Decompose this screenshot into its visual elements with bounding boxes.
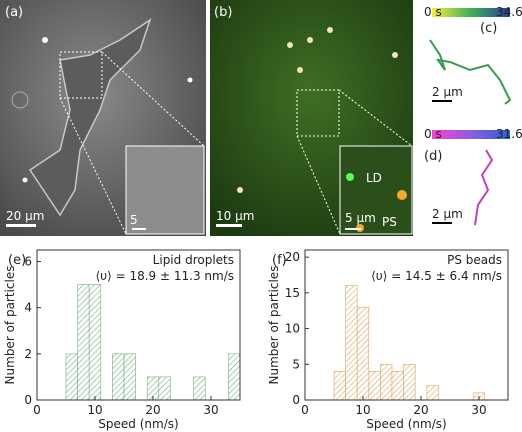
colorbar-label: 0 s [424,5,442,19]
bar [112,353,125,401]
bead [397,190,407,200]
trajectory [429,39,512,105]
trajectory [474,149,494,226]
scale-bar [216,224,242,227]
scale-bar [432,100,452,102]
zoom-line [59,97,127,235]
colorbar-label: 0 s [424,127,442,141]
zoom-line [101,51,205,147]
panel-label: (f) [272,253,287,268]
y-axis-label: Number of particles [267,266,281,385]
zoom-box [296,89,340,137]
bar [65,353,78,401]
scale-bar [6,224,36,227]
y-tick-label: 6 [24,255,32,269]
particle [392,52,398,58]
inset [339,145,413,235]
bar [77,284,90,401]
x-axis-label: Speed (nm/s) [366,417,446,431]
bar [123,353,136,401]
inset [125,145,205,235]
panel-label: (c) [480,21,497,36]
annotation: ⟨υ⟩ = 18.9 ± 11.3 nm/s [95,269,234,283]
y-tick-label: 15 [285,286,300,300]
panel-b: (b) 10 μm 5 μm LD PS [210,0,413,236]
bar [345,285,358,401]
bar [228,353,241,401]
zoom-line [338,89,413,147]
colorbar [432,130,510,139]
colorbar [432,8,510,17]
particle [187,77,193,83]
particle [237,187,243,193]
bar [380,363,393,401]
ld-label: LD [366,171,382,185]
scale-text: 5 μm [345,211,376,225]
panel-label: (b) [214,5,232,20]
x-tick-label: 0 [301,403,309,417]
ps-label: PS [382,215,397,229]
y-axis-label: Number of particles [3,266,17,385]
y-tick-label: 0 [292,393,300,407]
bar [88,284,102,401]
scale-text: 2 μm [432,207,463,221]
particle [287,42,293,48]
x-tick-label: 10 [355,403,370,417]
bar [356,306,370,401]
y-tick-label: 20 [285,250,300,264]
scale-text: 20 μm [6,209,44,223]
bar [368,371,381,401]
plot-frame [36,249,241,401]
x-tick-label: 30 [203,403,218,417]
bar [391,371,404,401]
bar [426,385,439,401]
scale-text: 10 μm [216,209,254,223]
colorbar-label: 34.6 s [496,5,522,19]
bar [158,376,171,401]
y-tick-label: 4 [24,301,32,315]
scale-text: 2 μm [432,85,463,99]
panel-a: (a) 20 μm 5 [0,0,206,236]
colorbar-label: 31.6 s [496,127,522,141]
droplet [346,173,354,181]
chart-title: PS beads [447,253,502,267]
plot-frame [304,249,509,401]
x-tick-label: 10 [87,403,102,417]
particle [22,177,28,183]
y-tick-label: 5 [292,357,300,371]
y-tick-label: 10 [285,322,300,336]
scale-text: 5 [130,213,138,227]
panel-d: 0 s 31.6 s (d) 2 μm [424,127,522,226]
x-tick-label: 20 [145,403,160,417]
halo [11,91,29,109]
zoom-line [296,135,341,235]
scale-bar [432,222,452,224]
panel-label: (d) [424,149,442,164]
panel-c: 0 s 34.6 s (c) 2 μm [424,5,522,105]
scale-bar [132,228,146,230]
x-axis-label: Speed (nm/s) [98,417,178,431]
panel-label: (a) [5,5,23,20]
x-tick-label: 20 [413,403,428,417]
x-tick-label: 0 [33,403,41,417]
particle [42,37,48,43]
bar [193,376,206,401]
panel-label: (e) [8,253,26,268]
particle [327,27,333,33]
annotation: ⟨υ⟩ = 14.5 ± 6.4 nm/s [371,269,502,283]
particle [307,37,313,43]
y-tick-label: 0 [24,393,32,407]
bar [333,371,346,401]
bar [403,363,416,401]
chart-title: Lipid droplets [153,253,234,267]
scale-bar [345,228,361,230]
y-tick-label: 2 [24,347,32,361]
x-tick-label: 30 [471,403,486,417]
zoom-box [59,51,103,99]
particle [297,67,303,73]
